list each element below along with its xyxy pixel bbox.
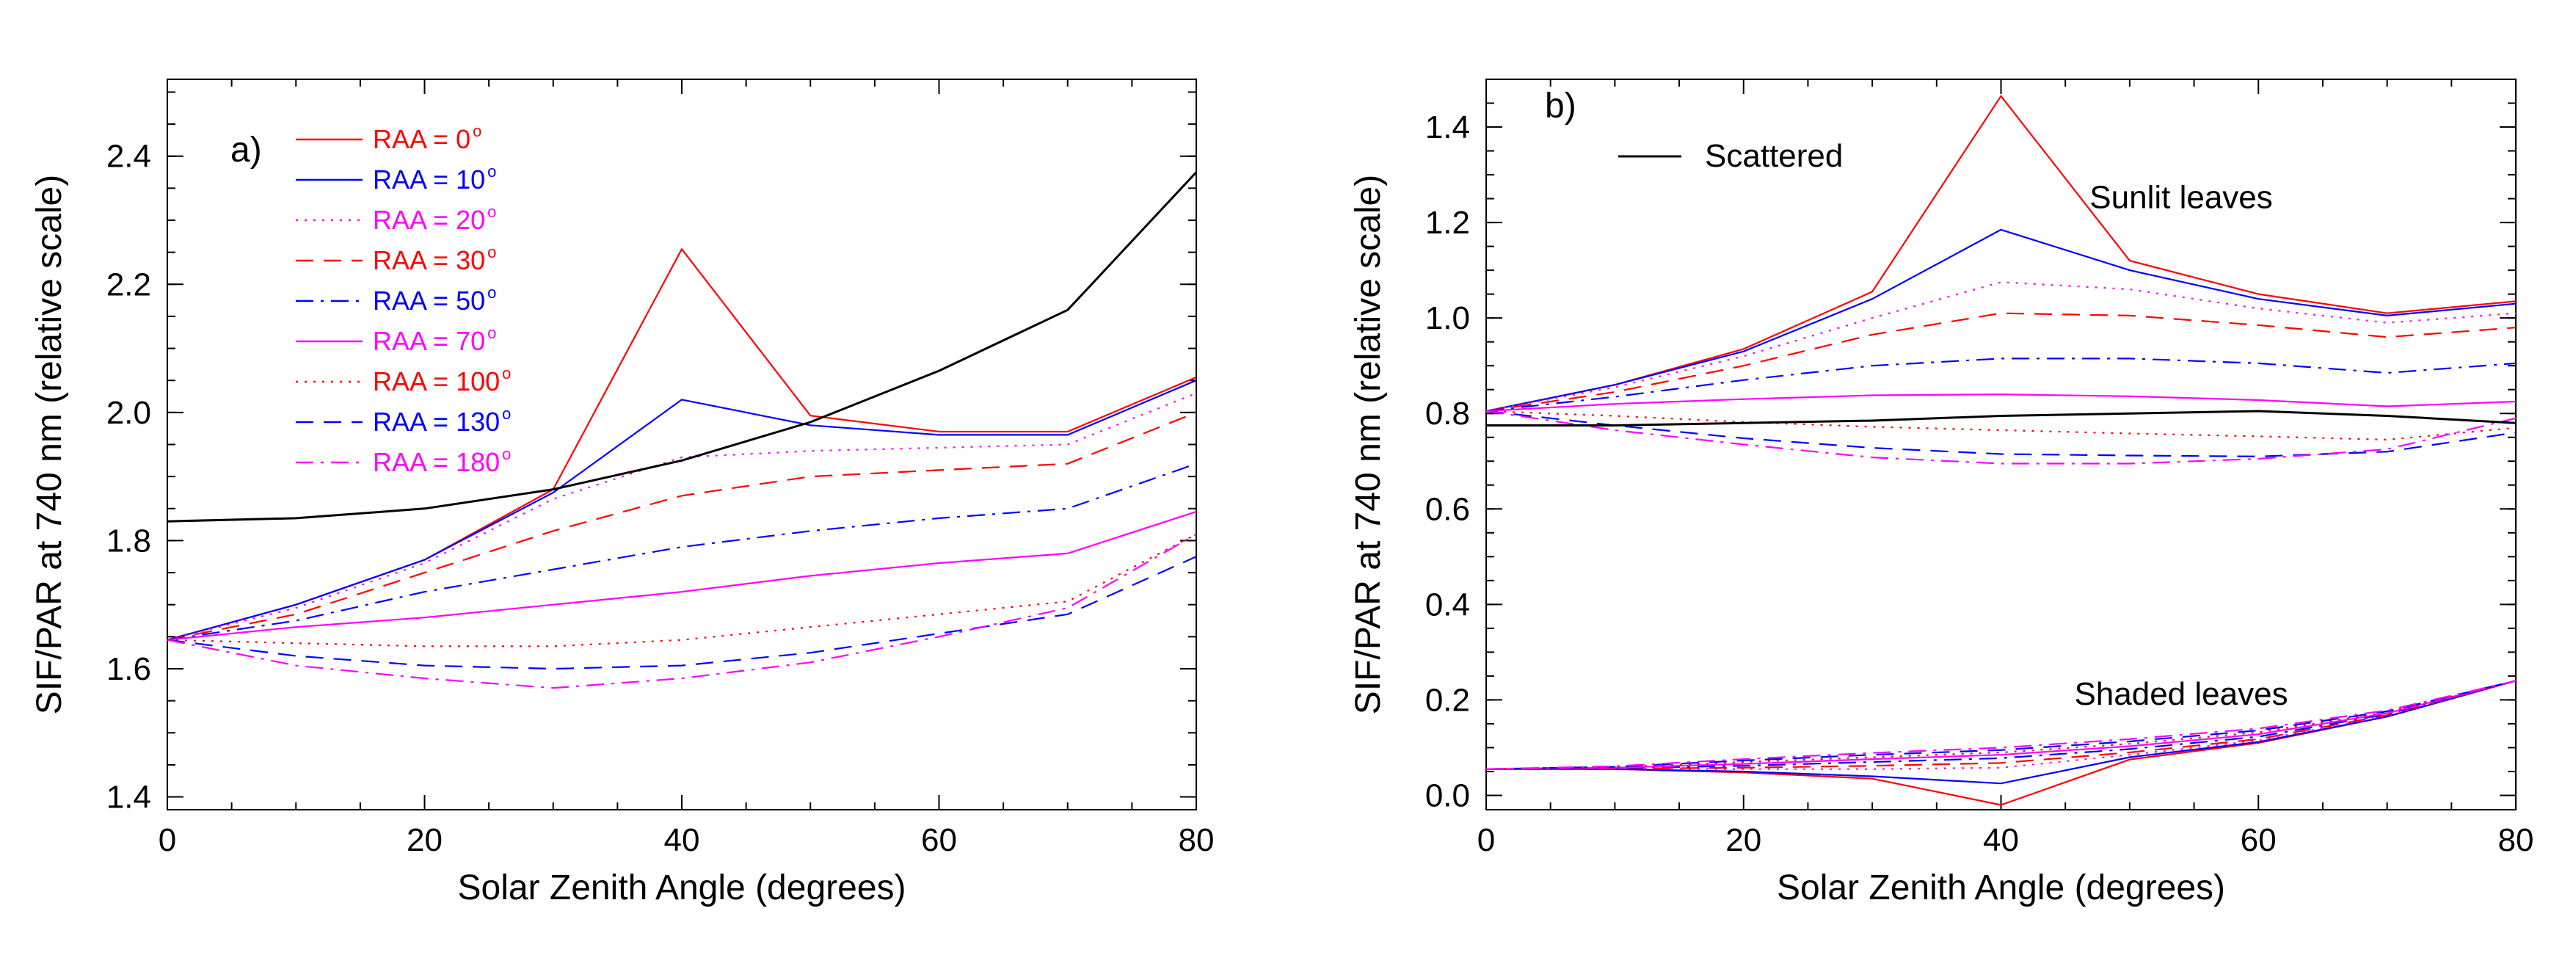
series-line-sunlit-5: [1486, 393, 2516, 413]
y-tick-label: 2.4: [106, 139, 151, 175]
legend-degree-mark: o: [487, 243, 496, 261]
legend-label: RAA = 180: [373, 447, 500, 477]
series-line-shaded-14: [1486, 680, 2516, 770]
y-tick-label: 2.0: [106, 395, 151, 431]
legend: Scattered: [1618, 138, 1843, 174]
legend-degree-mark: o: [502, 364, 511, 382]
x-tick-label: 40: [1983, 822, 2019, 858]
y-tick-label: 1.6: [106, 651, 151, 687]
series-line-shaded-12: [1486, 680, 2516, 770]
series-line-sunlit-4: [1486, 358, 2516, 413]
y-tick-label: 0.2: [1425, 682, 1470, 718]
legend-label: Scattered: [1705, 138, 1843, 174]
x-axis-label: Solar Zenith Angle (degrees): [1777, 868, 2225, 907]
series-line-shaded-17: [1486, 680, 2516, 770]
legend-degree-mark: o: [487, 283, 496, 302]
x-tick-label: 80: [2498, 822, 2534, 858]
x-axis-label: Solar Zenith Angle (degrees): [457, 868, 906, 907]
x-tick-label: 40: [664, 822, 700, 858]
legend-label: RAA = 20: [373, 205, 485, 235]
series-line-6: [167, 533, 1196, 647]
y-axis-label: SIF/PAR at 740 nm (relative scale): [30, 175, 69, 714]
legend-label: RAA = 30: [373, 245, 485, 275]
legend-degree-mark: o: [487, 324, 496, 342]
legend-degree-mark: o: [473, 122, 481, 140]
y-axis-label: SIF/PAR at 740 nm (relative scale): [1349, 175, 1388, 714]
series-lines: [1486, 95, 2516, 806]
y-tick-label: 0.8: [1425, 396, 1470, 432]
series-line-1: [167, 380, 1196, 641]
legend-label: RAA = 70: [373, 326, 485, 356]
series-lines: [167, 171, 1196, 689]
series-line-scattered-9: [1486, 410, 2516, 427]
legend-label: RAA = 100: [373, 366, 500, 396]
legend-label: RAA = 10: [373, 164, 485, 195]
series-line-shaded-13: [1486, 680, 2516, 770]
legend-degree-mark: o: [502, 404, 511, 423]
panel-label: a): [230, 131, 262, 170]
series-line-sunlit-0: [1486, 95, 2516, 413]
y-tick-label: 1.8: [106, 523, 151, 559]
y-tick-label: 0.0: [1425, 777, 1470, 813]
y-tick-label: 1.4: [106, 780, 151, 816]
series-line-sunlit-1: [1486, 228, 2516, 413]
series-line-9: [167, 171, 1196, 523]
annotation-label: Sunlit leaves: [2089, 180, 2272, 216]
series-line-sunlit-8: [1486, 410, 2516, 465]
panel-label: b): [1545, 87, 1576, 126]
y-tick-label: 0.4: [1425, 587, 1470, 623]
x-tick-label: 0: [1477, 822, 1495, 858]
series-line-shaded-18: [1486, 680, 2516, 770]
series-line-sunlit-3: [1486, 312, 2516, 413]
annotation-label: Shaded leaves: [2074, 676, 2288, 712]
series-line-shaded-15: [1486, 680, 2516, 770]
series-line-sunlit-2: [1486, 281, 2516, 413]
series-line-shaded-16: [1486, 680, 2516, 770]
legend-degree-mark: o: [502, 445, 511, 463]
legend-label: RAA = 50: [373, 286, 485, 316]
x-tick-label: 20: [407, 822, 443, 858]
legend-label: RAA = 130: [373, 407, 500, 437]
series-line-shaded-10: [1486, 680, 2516, 806]
series-line-8: [167, 533, 1196, 689]
plot-frame: [1485, 79, 2517, 810]
y-tick-label: 1.2: [1425, 205, 1470, 241]
y-tick-label: 0.6: [1425, 491, 1470, 527]
y-tick-label: 2.2: [106, 266, 151, 302]
series-line-shaded-11: [1486, 680, 2516, 785]
legend-label: RAA = 0: [373, 124, 470, 154]
x-tick-label: 60: [921, 822, 957, 858]
legend-degree-mark: o: [487, 203, 496, 221]
y-tick-label: 1.0: [1425, 300, 1470, 336]
x-tick-label: 20: [1725, 822, 1761, 858]
legend-degree-mark: o: [487, 162, 496, 181]
series-line-2: [167, 392, 1196, 641]
x-tick-label: 0: [159, 822, 176, 858]
chart-panel-a: 0 20 40 60 80 1.4 1.6 1.8 2.0 2.2 2.4 Solar Zenith …: [30, 79, 1214, 907]
series-line-7: [167, 556, 1196, 670]
series-line-3: [167, 411, 1196, 641]
x-tick-label: 80: [1179, 822, 1215, 858]
y-tick-label: 1.4: [1425, 109, 1470, 145]
x-tick-label: 60: [2241, 822, 2277, 858]
series-line-5: [167, 511, 1196, 641]
series-line-sunlit-7: [1486, 410, 2516, 457]
chart-panel-b: 0 20 40 60 80 0.0 0.2 0.4 0.6 0.8 1.0 1.2 1.4 Solar Z…: [1349, 79, 2533, 907]
